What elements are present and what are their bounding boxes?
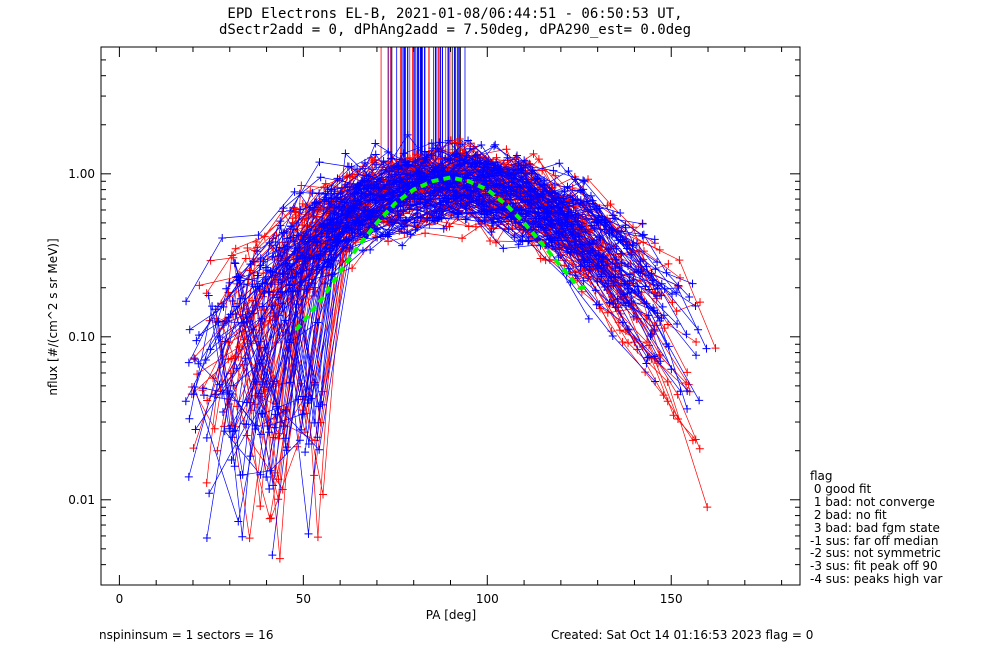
series-1-curve-20-point-11 — [638, 231, 646, 239]
series-1-curve-73-point-2 — [315, 189, 323, 197]
series-0-curve-78-point-3 — [256, 502, 264, 510]
series-0-curve-42-point-18 — [696, 445, 704, 453]
series-1-curve-77-point-1 — [315, 158, 323, 166]
series-1-curve-88-point-0 — [182, 397, 190, 405]
data-layer — [182, 47, 720, 563]
series-1-curve-77-point-10 — [580, 177, 588, 185]
series-0-curve-8-point-13 — [675, 256, 683, 264]
series-1-curve-83-point-10 — [639, 220, 647, 228]
plot-frame — [101, 47, 800, 585]
series-0-curve-70-point-19 — [683, 368, 691, 376]
series-0-curve-72-point-4 — [458, 234, 466, 242]
legend-entry-2: 2 bad: no fit — [810, 509, 942, 522]
series-0-curve-88-point-17 — [664, 260, 672, 268]
series-1-curve-44-point-1 — [226, 279, 234, 287]
plot-clip-group — [182, 47, 720, 563]
series-0-curve-52-point-12 — [537, 254, 545, 262]
series-0-curve-86-point-1 — [266, 515, 274, 523]
series-0-curve-18-point-7 — [486, 237, 494, 245]
series-0-curve-4-point-1 — [232, 245, 240, 253]
y-tick-label-2: 1.00 — [68, 167, 95, 181]
series-1-curve-8-point-8 — [477, 141, 485, 149]
series-0-curve-88-point-2 — [276, 555, 284, 563]
series-1-curve-79-point-0 — [203, 434, 211, 442]
x-axis-label: PA [deg] — [426, 608, 476, 622]
series-1-curve-83-point-0 — [231, 259, 239, 267]
series-1-curve-82-point-10 — [651, 235, 659, 243]
series-1-curve-29-point-0 — [199, 384, 207, 392]
series-0-curve-12-point-14 — [692, 338, 700, 346]
series-0-curve-35-point-1 — [229, 254, 237, 262]
y-tick-label-1: 0.10 — [68, 330, 95, 344]
series-1-curve-63-point-1 — [218, 234, 226, 242]
legend-entry-7: -4 sus: peaks high var — [810, 573, 942, 586]
series-0-curve-77-point-9 — [656, 246, 664, 254]
series-0-curve-4-point-0 — [203, 289, 211, 297]
series-0-curve-2-point-11 — [703, 503, 711, 511]
series-1-curve-61-point-13 — [682, 330, 690, 338]
series-0-curve-78-point-1 — [211, 425, 219, 433]
series-0-curve-65-point-18 — [619, 338, 627, 346]
footer-created: Created: Sat Oct 14 01:16:53 2023 flag =… — [551, 628, 813, 642]
series-1-curve-63-point-0 — [182, 297, 190, 305]
series-1-curve-53-point-11 — [694, 326, 702, 334]
series-0-curve-8-point-14 — [712, 344, 720, 352]
series-0-curve-77-point-6 — [530, 150, 538, 158]
x-tick-label-50: 50 — [296, 592, 311, 606]
series-1-curve-60-point-4 — [404, 131, 412, 139]
series-0-curve-31-point-0 — [199, 386, 207, 394]
x-tick-label-150: 150 — [660, 592, 683, 606]
series-1-curve-46-point-1 — [238, 533, 246, 541]
series-1-curve-33-point-0 — [186, 326, 194, 334]
series-0-curve-76-point-17 — [696, 298, 704, 306]
series-0-curve-28-point-0 — [203, 479, 211, 487]
series-0-curve-65-point-19 — [641, 368, 649, 376]
series-1-curve-30-point-0 — [185, 415, 193, 423]
series-1-curve-86-point-0 — [185, 359, 193, 367]
series-0-curve-72-point-3 — [421, 229, 429, 237]
series-1-curve-34-point-0 — [205, 292, 213, 300]
flag-legend: flag 0 good fit 1 bad: not converge 2 ba… — [810, 470, 942, 586]
series-1-curve-72-point-12 — [692, 351, 700, 359]
series-1-curve-31-point-0 — [205, 489, 213, 497]
series-1-curve-59-point-13 — [695, 396, 703, 404]
series-0-curve-87-point-10 — [492, 239, 500, 247]
series-1-curve-26-point-9 — [585, 315, 593, 323]
series-1-curve-28-point-0 — [268, 551, 276, 559]
series-1-curve-31-point-13 — [689, 280, 697, 288]
series-0-curve-27-point-10 — [616, 326, 624, 334]
series-1-curve-42-point-0 — [185, 473, 193, 481]
series-0-curve-12-point-13 — [664, 320, 672, 328]
series-1-curve-1-point-3 — [304, 530, 312, 538]
series-0-curve-35-point-4 — [297, 182, 305, 190]
legend-entry-3: 3 bad: bad fgm state — [810, 522, 942, 535]
axes-layer: 0 50 100 150 0.01 0.10 1.00 — [68, 47, 800, 606]
legend-entry-1: 1 bad: not converge — [810, 496, 942, 509]
series-0-curve-75-point-1 — [246, 534, 254, 542]
series-1-curve-47-point-2 — [265, 485, 273, 493]
series-1-curve-7-point-0 — [203, 534, 211, 542]
series-0-curve-33-point-7 — [502, 145, 510, 153]
series-1-curve-80-point-0 — [191, 426, 199, 434]
y-axis-label: nflux [#/(cm^2 s sr MeV)] — [46, 238, 60, 395]
x-tick-label-100: 100 — [476, 592, 499, 606]
series-0-curve-70-point-18 — [660, 324, 668, 332]
footer-spin-info: nspininsum = 1 sectors = 16 — [99, 628, 273, 642]
series-0-curve-13-point-1 — [314, 533, 322, 541]
x-tick-label-0: 0 — [116, 592, 124, 606]
series-1-curve-57-point-14 — [703, 345, 711, 353]
legend-title: flag — [810, 470, 942, 483]
legend-entry-0: 0 good fit — [810, 483, 942, 496]
series-1-curve-59-point-0 — [301, 448, 309, 456]
series-0-curve-76-point-16 — [673, 307, 681, 315]
series-1-curve-20-point-2 — [371, 139, 379, 147]
y-tick-label-0: 0.01 — [68, 493, 95, 507]
series-0-curve-62-point-1 — [322, 180, 330, 188]
series-0-curve-35-point-5 — [320, 184, 328, 192]
